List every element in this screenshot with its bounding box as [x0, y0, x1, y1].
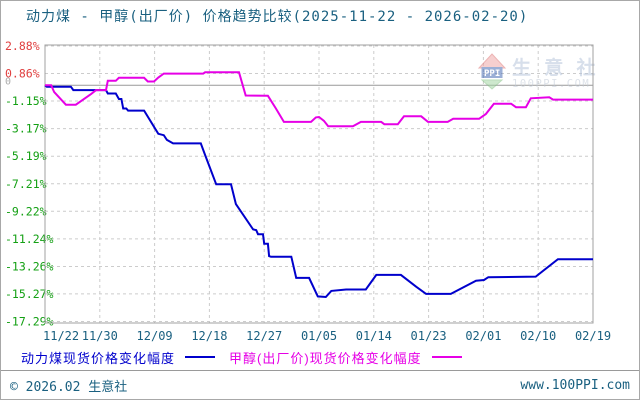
y-axis-tick-label: -1.15%	[5, 94, 47, 108]
x-axis-tick-label: 12/09	[137, 329, 173, 343]
x-axis-tick-label: 11/30	[82, 329, 118, 343]
price-trend-chart: 2.88% 0.86% -1.15% -3.17% -5.19% -7.21% -9.22%…	[5, 39, 611, 343]
y-axis-tick-label: -7.21%	[5, 177, 47, 191]
watermark-logo-text: PPI	[484, 69, 500, 79]
legend-line-swatch	[185, 356, 216, 358]
watermark-site-text: 100PPI.COM	[512, 78, 590, 90]
x-axis-tick-label: 02/01	[465, 329, 501, 343]
x-axis-tick-label: 01/23	[411, 329, 447, 343]
site-url-text[interactable]: www.100PPI.com	[520, 377, 630, 393]
footer-bar: © 2026.02 生意社 www.100PPI.com	[1, 370, 639, 399]
x-axis-tick-label: 12/27	[246, 329, 282, 343]
series-line-coal	[44, 84, 593, 299]
x-axis-tick-label: 02/19	[575, 329, 611, 343]
y-axis-tick-label: -3.17%	[5, 122, 47, 136]
y-axis-tick-label: -11.24%	[5, 232, 54, 246]
y-axis-tick-label: -17.29%	[5, 314, 54, 328]
x-axis-tick-label: 01/05	[301, 329, 337, 343]
copyright-text: © 2026.02 生意社	[10, 379, 128, 395]
chart-legend: 动力煤现货价格变化幅度 甲醇(出厂价)现货价格变化幅度	[1, 347, 639, 367]
watermark-roof-icon	[477, 53, 507, 69]
x-axis-tick-label: 12/18	[191, 329, 227, 343]
chart-title: 动力煤 - 甲醇(出厂价) 价格趋势比较(2025-11-22 - 2026-0…	[26, 9, 529, 25]
plot-border	[44, 44, 594, 324]
zero-tick-label: 0	[5, 76, 11, 87]
watermark-brand-text: 生 意 社	[512, 56, 600, 79]
watermark-diamond-icon	[480, 79, 504, 90]
legend-item-methanol: 甲醇(出厂价)现货价格变化幅度	[229, 348, 462, 367]
watermark-logo-box	[481, 67, 503, 78]
legend-label: 动力煤现货价格变化幅度	[21, 350, 176, 366]
x-axis-tick-label: 01/14	[356, 329, 392, 343]
series-line-methanol	[45, 71, 593, 128]
legend-line-swatch	[431, 356, 462, 358]
y-axis-tick-label: -5.19%	[5, 149, 47, 163]
y-axis-tick-label: 0.86%	[5, 67, 40, 81]
y-axis-tick-label: 2.88%	[5, 39, 40, 53]
y-axis-tick-label: -15.27%	[5, 287, 54, 301]
y-axis-tick-label: -13.26%	[5, 259, 54, 273]
legend-item-coal: 动力煤现货价格变化幅度	[21, 348, 216, 367]
x-axis-tick-label: 11/22	[43, 329, 79, 343]
legend-label: 甲醇(出厂价)现货价格变化幅度	[229, 350, 422, 366]
y-axis-tick-label: -9.22%	[5, 204, 47, 218]
x-axis-tick-label: 02/10	[520, 329, 556, 343]
